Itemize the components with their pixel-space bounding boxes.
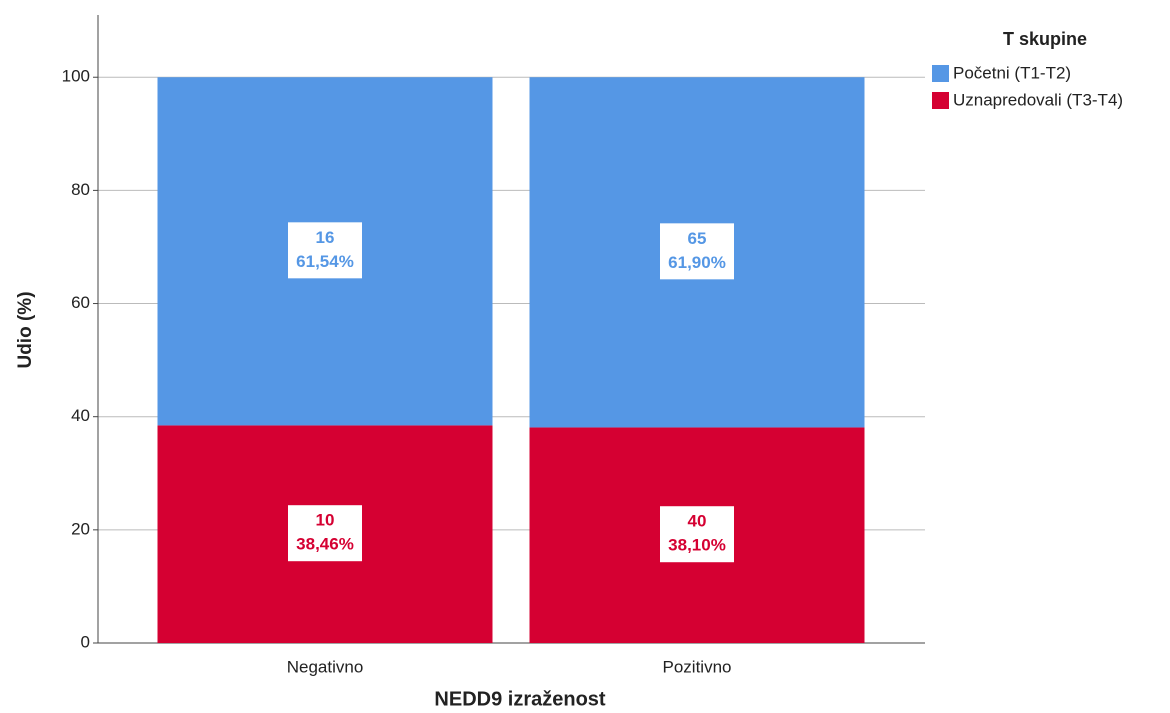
- label-box: [660, 506, 734, 563]
- x-tick-label: Pozitivno: [663, 657, 732, 676]
- legend-swatch: [932, 65, 949, 82]
- data-label-count: 10: [316, 511, 335, 530]
- label-box: [660, 223, 734, 280]
- y-tick-label: 40: [71, 406, 90, 425]
- data-label: 61,54%: [296, 252, 354, 271]
- data-label-count: 16: [316, 228, 335, 247]
- y-tick-label: 60: [71, 293, 90, 312]
- y-tick-label: 20: [71, 519, 90, 538]
- y-tick-label: 100: [62, 67, 90, 86]
- y-tick-label: 80: [71, 180, 90, 199]
- x-axis-title: NEDD9 izraženost: [434, 688, 605, 710]
- y-axis-title: Udio (%): [15, 291, 36, 368]
- data-label: 38,10%: [668, 536, 726, 555]
- label-box: [288, 505, 362, 562]
- legend-label: Početni (T1-T2): [953, 63, 1071, 82]
- x-tick-label: Negativno: [287, 657, 364, 676]
- data-label: 61,90%: [668, 253, 726, 272]
- legend-title: T skupine: [1003, 29, 1087, 49]
- data-label-count: 65: [688, 229, 707, 248]
- y-tick-label: 0: [81, 632, 90, 651]
- data-label: 38,46%: [296, 535, 354, 554]
- label-box: [288, 222, 362, 279]
- legend-label: Uznapredovali (T3-T4): [953, 90, 1123, 109]
- legend-swatch: [932, 92, 949, 109]
- data-label-count: 40: [688, 512, 707, 531]
